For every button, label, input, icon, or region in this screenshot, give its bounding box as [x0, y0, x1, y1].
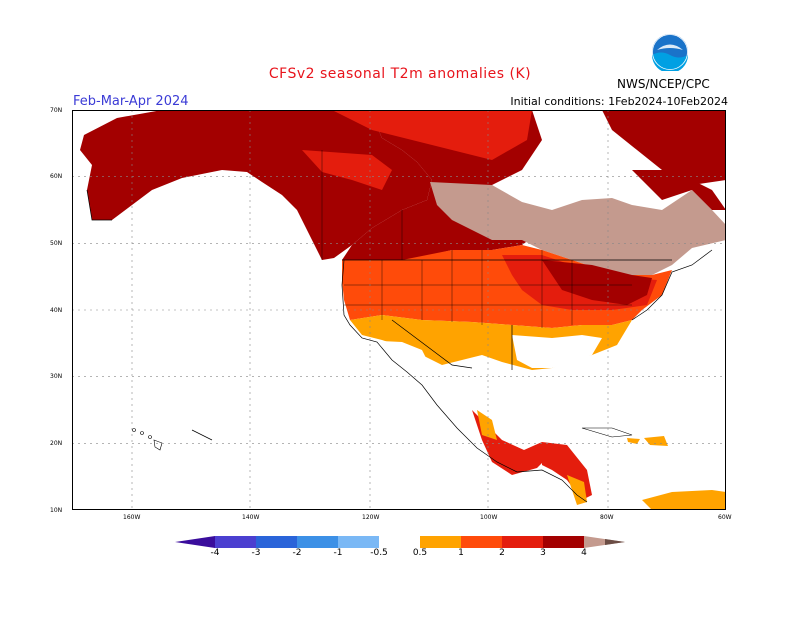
lat-label-50n: 50N — [50, 240, 63, 247]
legend-swatch-1-05 — [338, 536, 379, 548]
lat-label-70n: 70N — [50, 107, 63, 114]
legend-swatch-gt-4-tip — [605, 539, 625, 545]
forecast-period: Feb-Mar-Apr 2024 — [73, 94, 189, 109]
lon-label-160w: 160W — [123, 514, 141, 521]
lon-label-80w: 80W — [600, 514, 614, 521]
legend-swatch-gt-4 — [584, 536, 625, 548]
legend-swatch-lt-4 — [175, 536, 215, 548]
legend-label-neg05: -0.5 — [370, 548, 388, 558]
legend-label-neg2: -2 — [292, 548, 302, 558]
legend-swatch-1-2 — [461, 536, 502, 548]
anomaly-region-cuba — [581, 427, 633, 438]
map-title: CFSv2 seasonal T2m anomalies (K) — [268, 66, 532, 82]
anomaly-region-southeast — [512, 335, 602, 368]
anomaly-region-alaska — [80, 110, 432, 260]
anomaly-map — [72, 110, 726, 510]
legend-swatch-4-3 — [215, 536, 256, 548]
anomaly-region-mexico-orange — [477, 410, 497, 440]
anomaly-region-florida — [577, 360, 610, 410]
legend-label-2: 2 — [499, 548, 505, 558]
legend-label-4: 4 — [581, 548, 587, 558]
anomaly-region-cuba-orange — [627, 438, 640, 444]
lon-label-60w: 60W — [718, 514, 732, 521]
noaa-logo — [652, 34, 688, 71]
lon-label-120w: 120W — [362, 514, 380, 521]
legend-swatch-3-2 — [256, 536, 297, 548]
legend-label-1: 1 — [458, 548, 464, 558]
anomaly-region-arctic-ne — [602, 110, 726, 185]
color-legend — [175, 536, 625, 548]
legend-swatch-3-4 — [543, 536, 584, 548]
lat-label-60n: 60N — [50, 173, 63, 180]
legend-swatch-neutral — [379, 536, 420, 548]
legend-swatch-2-3 — [502, 536, 543, 548]
lat-label-40n: 40N — [50, 307, 63, 314]
legend-swatch-2-1 — [297, 536, 338, 548]
lon-label-100w: 100W — [480, 514, 498, 521]
legend-swatch-05-1 — [420, 536, 461, 548]
legend-label-neg4: -4 — [210, 548, 220, 558]
anomaly-region-labrador — [632, 170, 726, 210]
lat-label-10n: 10N — [50, 507, 63, 514]
anomaly-region-mexico-south — [472, 410, 550, 475]
agency-label: NWS/NCEP/CPC — [617, 77, 710, 91]
legend-label-neg1: -1 — [333, 548, 343, 558]
legend-label-05: 0.5 — [412, 548, 428, 558]
anomaly-region-nunavut — [332, 110, 532, 160]
lat-label-30n: 30N — [50, 373, 63, 380]
lon-label-140w: 140W — [242, 514, 260, 521]
lat-label-20n: 20N — [50, 440, 63, 447]
legend-label-neg3: -3 — [251, 548, 261, 558]
anomaly-region-south-america — [642, 490, 726, 510]
anomaly-region-quebec — [430, 182, 726, 275]
anomaly-region-canada-red — [302, 150, 392, 190]
anomaly-region-central-america-orange — [567, 475, 587, 505]
anomaly-region-northeast — [542, 260, 652, 305]
legend-label-3: 3 — [540, 548, 546, 558]
initial-conditions: Initial conditions: 1Feb2024-10Feb2024 — [510, 95, 728, 108]
